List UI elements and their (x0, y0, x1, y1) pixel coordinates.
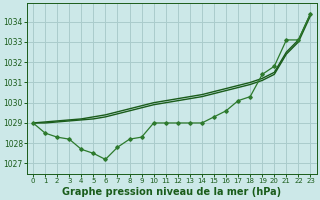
X-axis label: Graphe pression niveau de la mer (hPa): Graphe pression niveau de la mer (hPa) (62, 187, 281, 197)
